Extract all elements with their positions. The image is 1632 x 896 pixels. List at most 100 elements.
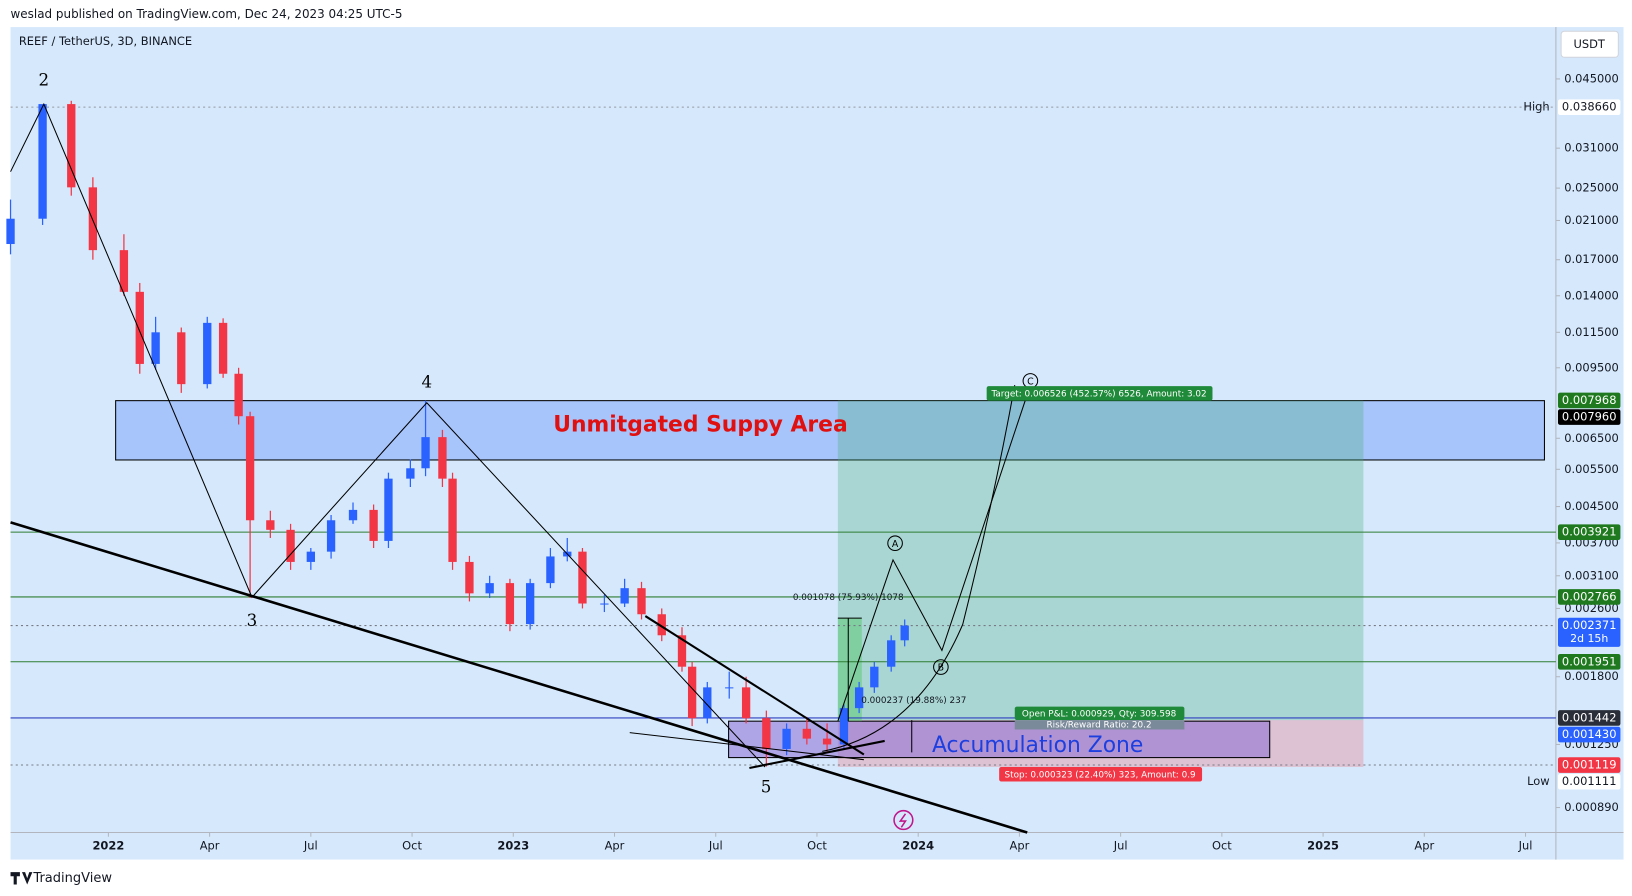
y-tick-label: 0.006500 bbox=[1564, 431, 1619, 445]
price-tag-label: 0.002766 bbox=[1562, 589, 1617, 603]
measure-label: 0.001078 (75.93%) 1078 bbox=[793, 593, 904, 603]
candle-body bbox=[839, 708, 849, 745]
price-tag-label: 0.001111 bbox=[1562, 774, 1617, 788]
stop-box bbox=[999, 766, 1203, 782]
candle-body bbox=[326, 520, 336, 552]
wave-label: 2 bbox=[39, 71, 50, 90]
candle-body bbox=[465, 561, 474, 594]
candle-body bbox=[218, 322, 228, 374]
x-tick-label: Apr bbox=[605, 839, 625, 853]
projection-path bbox=[837, 400, 1026, 722]
candle-body bbox=[6, 218, 15, 245]
rr-label: Risk/Reward Ratio: 20.2 bbox=[1047, 720, 1152, 730]
candle-body bbox=[234, 373, 243, 417]
candle-body bbox=[505, 583, 515, 625]
y-tick-label: 0.017000 bbox=[1564, 252, 1619, 266]
wave-label: 3 bbox=[247, 611, 258, 630]
candle-body bbox=[546, 556, 555, 584]
wave-circle bbox=[933, 659, 949, 675]
x-tick-label: Jul bbox=[1113, 839, 1128, 853]
price-tag bbox=[1557, 617, 1621, 647]
x-tick-label: Jul bbox=[1518, 839, 1533, 853]
candle-body bbox=[703, 687, 712, 719]
candle-body bbox=[578, 551, 587, 604]
y-tick-label: 0.045000 bbox=[1564, 71, 1619, 85]
candle-body bbox=[887, 640, 896, 667]
projection-curve bbox=[822, 384, 1016, 752]
x-tick-label: Apr bbox=[1010, 839, 1030, 853]
x-tick-label: Apr bbox=[200, 839, 220, 853]
price-tag-label: 0.007960 bbox=[1562, 410, 1617, 424]
y-tick-label: 0.009500 bbox=[1564, 360, 1619, 374]
price-tag-label: 0.001430 bbox=[1562, 727, 1617, 741]
price-tag bbox=[1557, 589, 1621, 605]
x-tick-label: 2023 bbox=[497, 839, 529, 853]
candle-body bbox=[485, 583, 494, 594]
candle-body bbox=[725, 687, 734, 689]
candle-body bbox=[306, 551, 315, 562]
y-tick-label: 0.021000 bbox=[1564, 213, 1619, 227]
currency[interactable]: USDT bbox=[1573, 37, 1605, 51]
price-tag bbox=[1557, 726, 1621, 743]
price-note: Low bbox=[1527, 774, 1550, 788]
drawings bbox=[10, 102, 1039, 834]
y-tick-label: 0.031000 bbox=[1564, 141, 1619, 155]
y-tick-label: 0.001800 bbox=[1564, 669, 1619, 683]
x-tick-label: Oct bbox=[807, 839, 827, 853]
price-tag-label: 0.038660 bbox=[1562, 100, 1617, 114]
candle-body bbox=[421, 437, 430, 469]
y-tick-label: 0.025000 bbox=[1564, 181, 1619, 195]
wave-label: B bbox=[938, 663, 944, 674]
price-tag bbox=[1557, 392, 1621, 409]
target-label: Target: 0.006526 (452.57%) 6526, Amount:… bbox=[990, 389, 1206, 399]
candle-body bbox=[88, 187, 98, 251]
price-tag bbox=[1557, 710, 1621, 726]
countdown: 2d 15h bbox=[1570, 632, 1608, 645]
candle-body bbox=[782, 728, 791, 749]
price-tag bbox=[1557, 99, 1621, 115]
event-icon bbox=[893, 809, 914, 831]
currency-box[interactable] bbox=[1560, 30, 1619, 58]
candle-body bbox=[822, 738, 832, 745]
candle-body bbox=[900, 625, 909, 641]
target-box bbox=[986, 386, 1213, 401]
pl-box bbox=[1014, 706, 1185, 721]
price-tag bbox=[1557, 524, 1621, 540]
candle-body bbox=[637, 588, 646, 615]
supply-label: Unmitgated Suppy Area bbox=[553, 413, 848, 438]
price-tag-label: 0.002371 bbox=[1562, 618, 1617, 632]
measure-label: 0.000237 (19.88%) 237 bbox=[861, 696, 966, 706]
y-tick-label: 0.003100 bbox=[1564, 568, 1619, 582]
price-tag-label: 0.001119 bbox=[1562, 758, 1617, 772]
x-tick-label: Oct bbox=[402, 839, 422, 853]
wave-label: 4 bbox=[421, 372, 432, 391]
candle-body bbox=[525, 583, 535, 625]
wedge-lower bbox=[629, 732, 864, 761]
candle-body bbox=[348, 509, 358, 521]
pl-label: Open P&L: 0.000929, Qty: 309.598 bbox=[1022, 709, 1177, 719]
y-tick-label: 0.011500 bbox=[1564, 325, 1619, 339]
x-tick-label: Apr bbox=[1414, 839, 1434, 853]
y-tick-label: 0.000890 bbox=[1564, 800, 1619, 814]
candle-body bbox=[762, 718, 771, 749]
symbol: REEF / TetherUS, 3D, BINANCE bbox=[19, 34, 192, 48]
candles bbox=[6, 100, 909, 767]
trend-line bbox=[10, 521, 1028, 834]
candle-body bbox=[151, 332, 160, 364]
wedge-upper bbox=[644, 615, 865, 756]
candle-body bbox=[741, 687, 751, 719]
candle-body bbox=[67, 104, 76, 188]
candle-body bbox=[266, 520, 275, 530]
wave-circle bbox=[887, 535, 903, 552]
event-icon bbox=[898, 813, 907, 828]
candle-body bbox=[177, 332, 186, 385]
wave-path bbox=[10, 102, 766, 768]
candle-body bbox=[406, 468, 415, 479]
price-tag-label: 0.003921 bbox=[1562, 525, 1617, 539]
price-lines bbox=[10, 106, 1556, 766]
price-tag-label: 0.001442 bbox=[1562, 710, 1617, 724]
y-tick-label: 0.004500 bbox=[1564, 499, 1619, 513]
x-tick-label: 2025 bbox=[1307, 839, 1339, 853]
price-tag bbox=[1557, 757, 1621, 773]
